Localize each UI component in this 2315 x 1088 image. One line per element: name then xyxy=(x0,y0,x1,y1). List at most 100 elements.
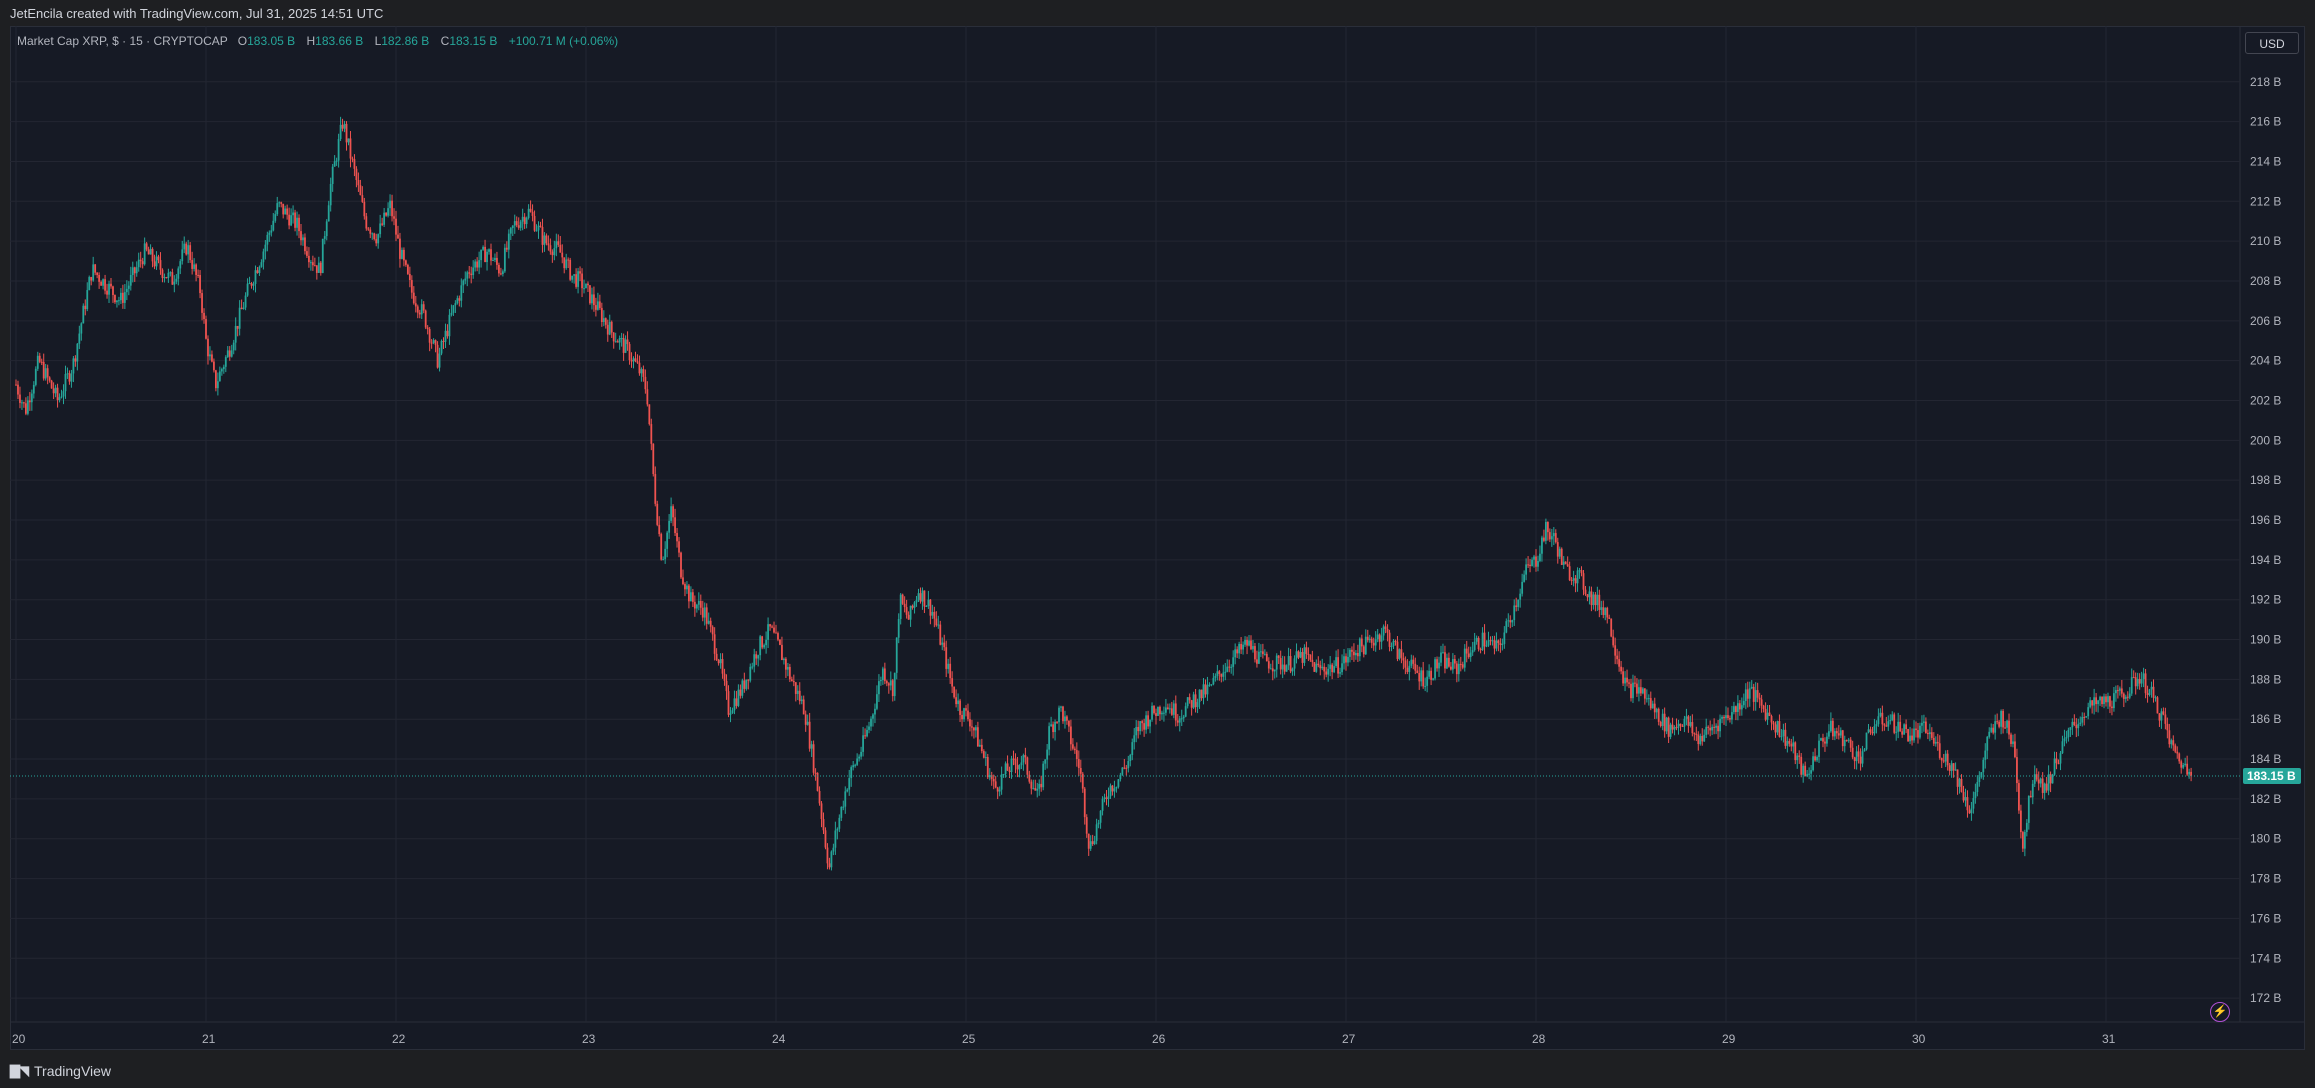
candle-body xyxy=(1806,774,1809,777)
candle-body xyxy=(1258,651,1260,664)
candle-body xyxy=(1323,666,1326,672)
candle-body xyxy=(1675,727,1678,729)
candle-body xyxy=(676,533,678,542)
candle-body xyxy=(1343,656,1345,664)
candle-body xyxy=(1930,732,1933,738)
candle-body xyxy=(1178,718,1181,723)
candle-body xyxy=(395,218,397,235)
candle-body xyxy=(1915,728,1917,731)
candle-body xyxy=(161,269,164,278)
y-tick-label: 190 B xyxy=(2250,633,2281,647)
candle-body xyxy=(630,360,633,362)
candle-body xyxy=(769,624,771,627)
candle-body xyxy=(543,235,546,245)
candle-body xyxy=(870,718,872,727)
candle-body xyxy=(713,634,716,654)
candle-body xyxy=(743,680,746,689)
candle-body xyxy=(240,307,243,310)
candle-body xyxy=(1056,721,1058,723)
candle-body xyxy=(2093,697,2096,706)
candle-body xyxy=(1012,758,1015,760)
candle-body xyxy=(1455,663,1458,675)
candle-body xyxy=(1907,729,1909,742)
candle-body xyxy=(1287,656,1290,666)
candle-body xyxy=(658,524,661,535)
candle-body xyxy=(127,285,130,289)
time-axis: 20 21 22 23 24 25 26 27 28 29 30 31 xyxy=(12,1032,2116,1046)
candle-body xyxy=(185,243,188,255)
candle-body xyxy=(1865,732,1868,750)
candle-body xyxy=(432,340,435,343)
candle-body xyxy=(547,243,550,246)
candle-body xyxy=(2186,763,2189,775)
candle-body xyxy=(1893,714,1896,733)
x-tick-label: 27 xyxy=(1342,1032,1356,1046)
candle-body xyxy=(2144,673,2147,694)
candle-body xyxy=(1689,722,1692,726)
candle-body xyxy=(830,851,833,868)
candle-body xyxy=(1679,723,1682,726)
candle-body xyxy=(2138,678,2141,684)
candle-body xyxy=(2168,730,2171,745)
candle-body xyxy=(30,393,33,403)
candle-body xyxy=(1050,724,1053,727)
candle-body xyxy=(1491,640,1494,642)
candle-body xyxy=(1847,739,1850,741)
currency-button[interactable]: USD xyxy=(2245,32,2299,54)
candle-body xyxy=(2043,783,2046,793)
candle-body xyxy=(363,201,366,217)
candle-body xyxy=(2010,734,2012,744)
candle-body xyxy=(38,355,41,362)
candle-body xyxy=(1246,639,1248,646)
candle-body xyxy=(325,221,328,237)
candle-body xyxy=(331,166,334,184)
candle-body xyxy=(42,361,45,379)
candle-body xyxy=(1188,697,1191,701)
candle-body xyxy=(1216,671,1219,677)
candle-body xyxy=(401,249,403,259)
candle-body xyxy=(1709,727,1712,731)
candle-body xyxy=(850,767,853,779)
candle-body xyxy=(583,288,585,290)
low-label: L xyxy=(374,34,382,48)
candle-body xyxy=(887,683,890,686)
candle-body xyxy=(1891,714,1894,721)
candle-body xyxy=(1105,797,1108,800)
candle-body xyxy=(1788,741,1791,744)
candle-body xyxy=(1038,783,1041,789)
candle-body xyxy=(106,290,108,295)
candle-body xyxy=(606,324,609,335)
candle-body xyxy=(1639,687,1642,694)
candle-body xyxy=(1412,659,1415,664)
candle-body xyxy=(1560,548,1563,565)
candle-body xyxy=(935,618,938,626)
candle-body xyxy=(1523,574,1526,582)
candle-body xyxy=(1928,732,1931,735)
candle-body xyxy=(2071,721,2074,728)
candle-body xyxy=(1954,769,1957,771)
candle-body xyxy=(474,261,477,268)
candle-body xyxy=(1309,654,1312,660)
candle-body xyxy=(1707,726,1710,728)
candle-body xyxy=(662,559,665,561)
candle-body xyxy=(121,292,124,303)
candle-body xyxy=(2103,696,2105,705)
symbol-legend[interactable]: Market Cap XRP, $ · 15 · CRYPTOCAP O183.… xyxy=(17,34,626,48)
candle-body xyxy=(1064,716,1066,722)
candle-body xyxy=(296,217,298,228)
candle-body xyxy=(1254,646,1256,660)
lightning-icon[interactable]: ⚡ xyxy=(2210,1002,2230,1022)
candle-body xyxy=(2081,716,2084,723)
candle-body xyxy=(2154,697,2157,699)
candle-body xyxy=(919,593,922,602)
tradingview-logo[interactable]: ▇◥ TradingView xyxy=(10,1063,111,1079)
candle-body xyxy=(1851,747,1854,758)
candle-body xyxy=(175,278,178,282)
candle-body xyxy=(1808,773,1811,775)
candle-body xyxy=(1556,542,1559,557)
candle-body xyxy=(2156,697,2159,714)
candle-body xyxy=(581,273,583,289)
candle-body xyxy=(24,403,27,414)
candle-body xyxy=(1174,703,1177,721)
